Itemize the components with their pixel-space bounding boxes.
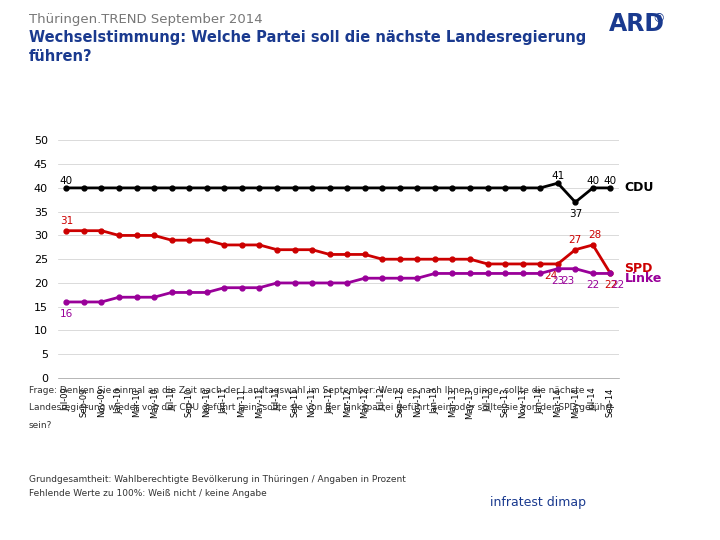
Text: 22: 22 bbox=[586, 280, 600, 291]
Text: Fehlende Werte zu 100%: Weiß nicht / keine Angabe: Fehlende Werte zu 100%: Weiß nicht / kei… bbox=[29, 489, 266, 498]
Text: infratest dimap: infratest dimap bbox=[490, 496, 585, 509]
Text: 31: 31 bbox=[60, 216, 73, 226]
Text: sein?: sein? bbox=[29, 421, 52, 430]
Text: Linke: Linke bbox=[624, 272, 662, 285]
Text: Frage: Denken Sie einmal an die Zeit nach der Landtagswahl im September: Wenn es: Frage: Denken Sie einmal an die Zeit nac… bbox=[29, 386, 585, 395]
Text: 22: 22 bbox=[611, 280, 624, 291]
Text: ®: ® bbox=[652, 12, 665, 25]
Text: 40: 40 bbox=[586, 176, 600, 186]
Text: 41: 41 bbox=[551, 171, 564, 181]
Text: führen?: führen? bbox=[29, 49, 92, 64]
Text: CDU: CDU bbox=[624, 181, 654, 194]
Text: Thüringen.TREND September 2014: Thüringen.TREND September 2014 bbox=[29, 14, 262, 26]
Text: 16: 16 bbox=[60, 309, 73, 319]
Text: 40: 40 bbox=[60, 176, 73, 186]
Text: 28: 28 bbox=[588, 231, 601, 240]
Text: Wechselstimmung: Welche Partei soll die nächste Landesregierung: Wechselstimmung: Welche Partei soll die … bbox=[29, 30, 586, 45]
Text: 37: 37 bbox=[569, 209, 582, 219]
Text: 22: 22 bbox=[604, 280, 617, 291]
Text: 23: 23 bbox=[551, 275, 564, 286]
Text: Landesregierung wieder von der CDU geführt sein, sollte sie von der Linkspartei : Landesregierung wieder von der CDU gefüh… bbox=[29, 403, 613, 413]
Text: 24: 24 bbox=[544, 271, 557, 281]
Text: 27: 27 bbox=[569, 235, 582, 245]
Text: 23: 23 bbox=[562, 275, 575, 286]
Text: SPD: SPD bbox=[624, 262, 653, 275]
Text: 40: 40 bbox=[604, 176, 617, 186]
Text: ARD: ARD bbox=[608, 12, 665, 36]
Text: Grundgesamtheit: Wahlberechtigte Bevölkerung in Thüringen / Angaben in Prozent: Grundgesamtheit: Wahlberechtigte Bevölke… bbox=[29, 475, 405, 484]
